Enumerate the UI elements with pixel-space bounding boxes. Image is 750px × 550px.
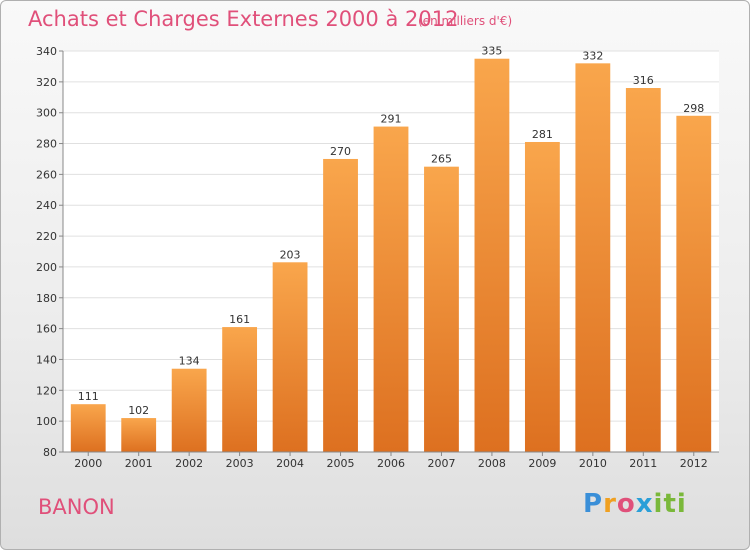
x-tick-label: 2005 <box>327 457 355 470</box>
bar <box>424 166 459 452</box>
bar <box>575 63 611 452</box>
bar-value-label: 270 <box>330 145 351 158</box>
bar <box>222 327 258 452</box>
x-tick-label: 2002 <box>175 457 203 470</box>
bar-value-label: 134 <box>179 355 200 368</box>
bar-value-label: 316 <box>633 74 654 87</box>
y-tick-label: 100 <box>36 415 57 428</box>
y-tick-label: 300 <box>36 107 57 120</box>
y-tick-label: 260 <box>36 168 57 181</box>
bar-value-label: 298 <box>683 102 704 115</box>
x-tick-label: 2000 <box>74 457 102 470</box>
x-tick-label: 2006 <box>377 457 405 470</box>
chart-subtitle: (en milliers d'€) <box>418 14 513 28</box>
y-axis: 80 100 120 140 160 180 200 220 240 260 280 300 320 34… <box>36 45 64 459</box>
bars: 111 102 134 161 203 270 291 265 335 281 332 316 298 <box>70 45 712 453</box>
bar <box>272 262 308 452</box>
bar <box>474 58 510 452</box>
x-tick-label: 2004 <box>276 457 304 470</box>
proxiti-logo: Proxiti <box>583 489 687 519</box>
y-tick-label: 160 <box>36 323 57 336</box>
bar-value-label: 203 <box>280 248 301 261</box>
y-tick-label: 280 <box>36 138 57 151</box>
y-tick-label: 220 <box>36 230 57 243</box>
y-tick-label: 240 <box>36 199 57 212</box>
bar <box>373 126 409 453</box>
chart-title: Achats et Charges Externes 2000 à 2012 <box>28 7 459 31</box>
bar-chart: 80 100 120 140 160 180 200 220 240 260 280 300 320 34… <box>36 45 719 470</box>
place-name: BANON <box>38 495 115 519</box>
bar-value-label: 111 <box>78 390 99 403</box>
bar <box>625 88 661 452</box>
y-tick-label: 180 <box>36 292 57 305</box>
bar-value-label: 161 <box>229 313 250 326</box>
x-tick-label: 2003 <box>226 457 254 470</box>
x-tick-label: 2011 <box>629 457 657 470</box>
bar <box>171 368 207 452</box>
x-tick-label: 2012 <box>680 457 708 470</box>
x-tick-label: 2010 <box>579 457 607 470</box>
bar <box>323 158 358 452</box>
y-tick-label: 120 <box>36 384 57 397</box>
bar <box>676 115 712 453</box>
bar-value-label: 265 <box>431 153 452 166</box>
x-tick-label: 2001 <box>125 457 153 470</box>
x-tick-label: 2009 <box>528 457 556 470</box>
bar <box>524 141 560 452</box>
bar <box>121 418 157 452</box>
bar-value-label: 281 <box>532 128 553 141</box>
bar-value-label: 102 <box>128 404 149 417</box>
bar-value-label: 291 <box>381 113 402 126</box>
y-tick-label: 80 <box>43 446 57 459</box>
y-tick-label: 320 <box>36 76 57 89</box>
bar-value-label: 332 <box>582 49 603 62</box>
y-tick-label: 140 <box>36 353 57 366</box>
x-tick-label: 2008 <box>478 457 506 470</box>
x-axis: 2000 2001 2002 2003 2004 2005 2006 2007 2008 2009… <box>63 451 719 470</box>
y-tick-label: 200 <box>36 261 57 274</box>
y-tick-label: 340 <box>36 45 57 58</box>
bar <box>70 404 106 452</box>
x-tick-label: 2007 <box>427 457 455 470</box>
bar-value-label: 335 <box>481 45 502 58</box>
